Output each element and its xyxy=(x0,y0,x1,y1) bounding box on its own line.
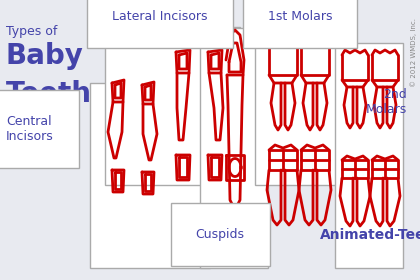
Bar xyxy=(255,27,355,185)
Bar xyxy=(105,27,240,185)
Text: Lateral Incisors: Lateral Incisors xyxy=(112,10,208,23)
Text: Cuspids: Cuspids xyxy=(195,228,244,241)
Text: Teeth: Teeth xyxy=(6,80,92,108)
Text: Animated-Teeth.com: Animated-Teeth.com xyxy=(320,228,420,242)
Text: 2nd
Molars: 2nd Molars xyxy=(366,88,407,116)
Bar xyxy=(90,83,210,268)
Text: 1st Molars: 1st Molars xyxy=(268,10,332,23)
Bar xyxy=(335,43,403,268)
Text: Types of: Types of xyxy=(6,25,58,38)
Bar xyxy=(200,28,268,268)
Text: Central
Incisors: Central Incisors xyxy=(6,115,54,143)
Text: © 2012 WMDS, Inc.: © 2012 WMDS, Inc. xyxy=(410,18,417,87)
Text: Baby: Baby xyxy=(6,42,84,70)
